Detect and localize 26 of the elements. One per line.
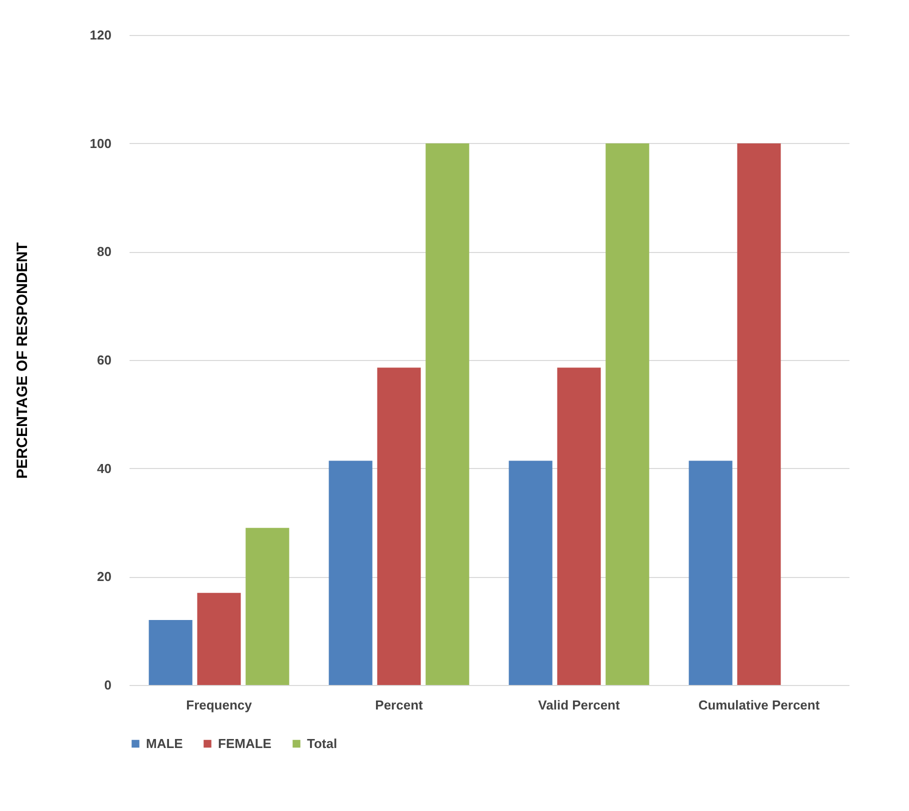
- bar: [377, 368, 421, 685]
- y-tick-label: 80: [97, 244, 112, 260]
- x-tick-label: Frequency: [186, 698, 253, 712]
- y-tick-label: 40: [97, 460, 112, 476]
- legend-label: FEMALE: [218, 736, 272, 751]
- bar: [197, 592, 241, 685]
- legend-label: Total: [307, 736, 338, 751]
- bar: [606, 143, 650, 685]
- bar: [737, 143, 781, 685]
- x-tick-label: Valid Percent: [538, 698, 620, 712]
- legend-label: MALE: [146, 736, 184, 751]
- bar: [246, 528, 290, 685]
- bar: [328, 460, 372, 685]
- bar: [557, 368, 601, 685]
- x-tick-label: Percent: [375, 698, 424, 712]
- bar: [688, 460, 732, 685]
- y-tick-label: 60: [97, 352, 112, 368]
- x-tick-label: Cumulative Percent: [698, 698, 820, 712]
- bar: [426, 143, 470, 685]
- y-tick-label: 0: [104, 678, 112, 692]
- y-tick-label: 100: [90, 136, 112, 151]
- y-axis-title: PERCENTAGE OF RESPONDENT: [14, 242, 31, 479]
- bar: [508, 460, 552, 685]
- bar: [148, 620, 192, 685]
- y-tick-label: 120: [90, 28, 112, 42]
- y-tick-label: 20: [97, 569, 112, 584]
